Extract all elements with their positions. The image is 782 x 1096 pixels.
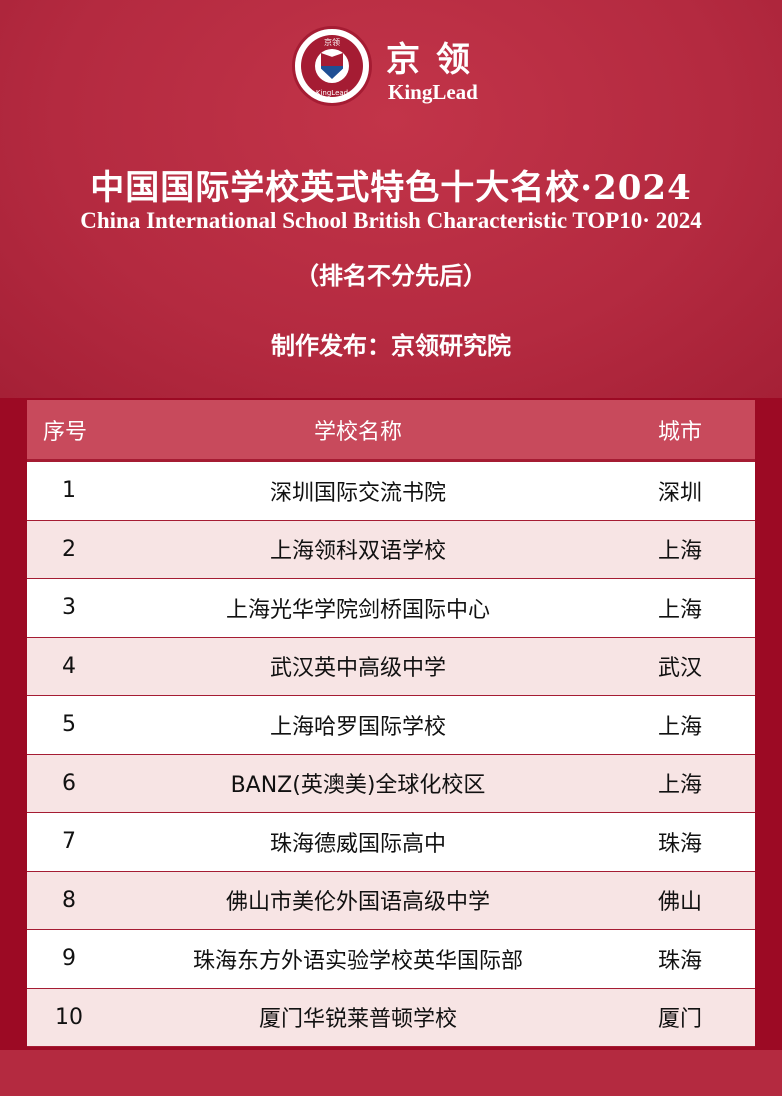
header-school: 学校名称 (313, 419, 402, 445)
cell-school: 上海光华学院剑桥国际中心 (225, 597, 490, 623)
table-row: 3 上海光华学院剑桥国际中心 上海 (27, 579, 755, 638)
cell-school: BANZ(英澳美)全球化校区 (230, 773, 486, 799)
cell-city: 上海 (657, 773, 702, 799)
table-row: 4 武汉英中高级中学 武汉 (27, 637, 755, 696)
cell-rank: 2 (62, 536, 76, 562)
cell-school: 上海哈罗国际学校 (269, 714, 446, 740)
cell-rank: 6 (62, 770, 76, 796)
cell-rank: 7 (62, 829, 76, 855)
brand-name-cn: 京领 (386, 40, 486, 80)
cell-rank: 5 (62, 712, 76, 738)
cell-rank: 4 (62, 653, 76, 679)
cell-school: 武汉英中高级中学 (269, 656, 446, 682)
cell-city: 厦门 (657, 1007, 702, 1033)
shield-icon (321, 53, 343, 79)
brand-name-en: KingLead (388, 80, 478, 104)
cell-school: 珠海德威国际高中 (269, 831, 446, 857)
cell-rank: 10 (55, 1004, 83, 1030)
cell-rank: 9 (62, 946, 76, 972)
cell-school: 珠海东方外语实验学校英华国际部 (192, 948, 523, 974)
cell-city: 上海 (657, 714, 702, 740)
cell-school: 佛山市美伦外国语高级中学 (225, 890, 490, 916)
table-row: 7 珠海德威国际高中 珠海 (27, 813, 755, 872)
table-row: 10 厦门华锐莱普顿学校 厦门 (27, 988, 755, 1047)
table-row: 5 上海哈罗国际学校 上海 (27, 696, 755, 755)
cell-school: 深圳国际交流书院 (269, 480, 446, 506)
table-row: 1 深圳国际交流书院 深圳 (27, 462, 755, 521)
cell-city: 上海 (657, 539, 702, 565)
page-title: 中国国际学校英式特色十大名校·2024 (90, 168, 692, 208)
cell-rank: 3 (62, 595, 76, 621)
table-row: 6 BANZ(英澳美)全球化校区 上海 (27, 754, 755, 813)
ranking-note: （排名不分先后） (295, 261, 487, 290)
header-banner: 京领 KingLead 京领 KingLead 中国国际学校英式特色十大名校·2… (0, 0, 782, 398)
cell-rank: 1 (62, 478, 76, 504)
kinglead-logo-icon: 京领 KingLead (292, 26, 372, 106)
cell-city: 武汉 (657, 656, 702, 682)
cell-city: 珠海 (657, 831, 702, 857)
table-header: 序号 学校名称 城市 (27, 400, 755, 462)
cell-city: 珠海 (657, 948, 702, 974)
ranking-table: 序号 学校名称 城市 1 深圳国际交流书院 深圳 2 上海领科双语学校 上海 3 上海光华学院… (27, 400, 755, 1047)
page-subtitle: China International School British Chara… (80, 208, 702, 233)
cell-school: 厦门华锐莱普顿学校 (258, 1007, 457, 1033)
header-city: 城市 (657, 419, 702, 445)
logo-text-bottom: KingLead (315, 89, 349, 97)
cell-rank: 8 (62, 887, 76, 913)
table-row: 2 上海领科双语学校 上海 (27, 520, 755, 579)
cell-city: 深圳 (657, 480, 702, 506)
cell-school: 上海领科双语学校 (269, 539, 446, 565)
header-rank: 序号 (43, 419, 88, 445)
cell-city: 佛山 (657, 890, 702, 916)
publisher: 制作发布：京领研究院 (271, 331, 511, 360)
footer-band (0, 1050, 782, 1096)
logo-text-top: 京领 (324, 38, 340, 47)
table-row: 9 珠海东方外语实验学校英华国际部 珠海 (27, 930, 755, 989)
cell-city: 上海 (657, 597, 702, 623)
table-row: 8 佛山市美伦外国语高级中学 佛山 (27, 871, 755, 930)
